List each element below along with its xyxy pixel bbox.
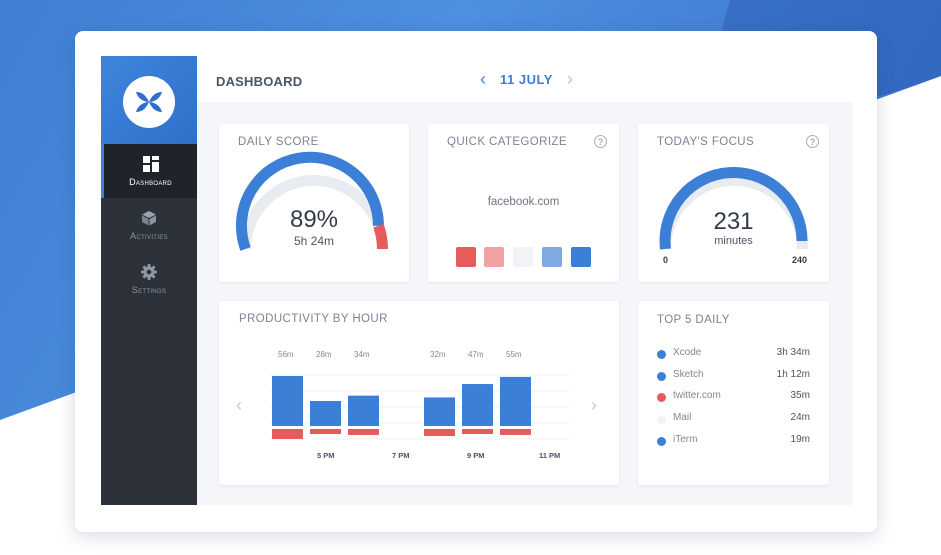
productive-bar[interactable] — [348, 395, 379, 426]
sidebar-item-label: Settings — [131, 284, 167, 295]
sidebar-item-label: Dashboard — [129, 176, 172, 187]
app-name: twitter.com — [673, 390, 721, 401]
chevron-left-icon[interactable]: ‹ — [236, 395, 242, 415]
help-icon[interactable]: ? — [806, 135, 819, 148]
category-swatch-distracting[interactable] — [484, 247, 504, 267]
focus-min-label: 0 — [663, 255, 669, 265]
time-axis-label: 9 PM — [467, 451, 485, 460]
score-value: 89% — [289, 206, 339, 233]
gauge-progress — [236, 151, 384, 251]
list-item[interactable]: Sketch 1h 12m — [657, 368, 810, 384]
distracting-bar[interactable] — [310, 429, 341, 434]
app-name: Xcode — [673, 347, 702, 358]
list-item[interactable]: Xcode 3h 34m — [657, 346, 810, 362]
app-time: 19m — [790, 434, 810, 445]
page-title: DASHBOARD — [216, 74, 303, 89]
gauge-remainder — [373, 223, 388, 250]
category-swatch-productive[interactable] — [542, 247, 562, 267]
sidebar: Dashboard Activities Settings — [101, 56, 197, 505]
daily-score-card[interactable]: DAILY SCORE 89% 5h 24m — [219, 124, 409, 282]
date-navigator: ‹ 11 JULY › — [480, 70, 573, 88]
focus-unit: minutes — [714, 235, 753, 247]
score-duration: 5h 24m — [293, 234, 335, 248]
app-name: Mail — [673, 412, 692, 423]
category-swatch-very-distracting[interactable] — [456, 247, 476, 267]
bar-value-label: 56m — [278, 350, 294, 359]
sidebar-item-label: Activities — [130, 230, 168, 241]
list-item[interactable]: twitter.com 35m — [657, 389, 810, 405]
app-time: 24m — [790, 412, 810, 423]
main-content: DASHBOARD ‹ 11 JULY › DAILY SCORE 89% 5h… — [197, 56, 853, 505]
focus-gauge — [659, 166, 808, 250]
quick-categorize-card: QUICK CATEGORIZE ? facebook.com — [428, 124, 619, 282]
app-name: iTerm — [673, 434, 698, 445]
gear-icon — [141, 263, 157, 280]
todays-focus-card[interactable]: TODAY'S FOCUS ? 231 minutes 0 240 — [638, 124, 829, 282]
distracting-bar[interactable] — [272, 429, 303, 439]
current-date: 11 JULY — [500, 71, 553, 87]
list-item[interactable]: iTerm 19m — [657, 433, 810, 449]
gauge-progress — [659, 166, 808, 250]
category-swatch-very-productive[interactable] — [571, 247, 591, 267]
chevron-left-icon[interactable]: ‹ — [480, 69, 486, 89]
chevron-right-icon[interactable]: › — [591, 395, 597, 415]
time-axis-label: 11 PM — [539, 451, 561, 460]
category-dot — [657, 437, 666, 446]
bar-value-label: 47m — [468, 350, 484, 359]
card-title: TOP 5 DAILY — [657, 314, 730, 326]
sidebar-item-activities[interactable]: Activities — [101, 198, 197, 252]
bar-value-label: 34m — [354, 350, 370, 359]
logo-icon — [136, 92, 162, 112]
category-dot — [657, 350, 666, 359]
app-logo[interactable] — [123, 76, 175, 128]
top5-card: TOP 5 DAILY Xcode 3h 34m Sketch 1h 12m t… — [638, 301, 829, 485]
card-title: DAILY SCORE — [238, 136, 319, 148]
dashboard-grid-icon — [142, 155, 159, 172]
card-title: PRODUCTIVITY BY HOUR — [239, 313, 388, 325]
distracting-bar[interactable] — [500, 429, 531, 435]
bar-value-label: 28m — [316, 350, 332, 359]
bar-value-label: 55m — [506, 350, 522, 359]
app-time: 3h 34m — [776, 347, 810, 358]
list-item[interactable]: Mail 24m — [657, 411, 810, 427]
sidebar-item-dashboard[interactable]: Dashboard — [101, 144, 197, 198]
productive-bar[interactable] — [500, 376, 531, 426]
app-time: 1h 12m — [776, 369, 810, 380]
cube-icon — [142, 210, 156, 225]
sidebar-item-settings[interactable]: Settings — [101, 252, 197, 306]
distracting-bar[interactable] — [348, 429, 379, 435]
site-name: facebook.com — [487, 196, 560, 208]
card-title: QUICK CATEGORIZE — [447, 136, 567, 148]
app-name: Sketch — [673, 369, 704, 380]
category-dot — [657, 372, 666, 381]
productive-bar[interactable] — [424, 397, 455, 426]
category-dot — [657, 393, 666, 402]
bar-value-label: 32m — [430, 350, 446, 359]
chevron-right-icon[interactable]: › — [566, 69, 573, 89]
focus-value: 231 — [713, 208, 754, 235]
help-icon[interactable]: ? — [594, 135, 607, 148]
app-time: 35m — [790, 390, 810, 401]
time-axis-label: 7 PM — [392, 451, 410, 460]
focus-max-label: 240 — [792, 255, 808, 265]
distracting-bar[interactable] — [462, 429, 493, 434]
daily-score-gauge — [236, 151, 388, 251]
productive-bar[interactable] — [272, 376, 303, 426]
category-swatch-neutral[interactable] — [513, 247, 533, 267]
card-title: TODAY'S FOCUS — [657, 136, 755, 148]
distracting-bar[interactable] — [424, 429, 455, 436]
productive-bar[interactable] — [462, 384, 493, 426]
top-bar: DASHBOARD ‹ 11 JULY › — [197, 56, 853, 102]
productive-bar[interactable] — [310, 401, 341, 426]
time-axis-label: 5 PM — [317, 451, 335, 460]
category-dot — [657, 415, 666, 424]
productivity-bar-chart — [269, 374, 569, 440]
productivity-card: PRODUCTIVITY BY HOUR ‹ › 56m 28m 34m 32m 47m… — [219, 301, 619, 485]
sidebar-header — [101, 56, 197, 144]
